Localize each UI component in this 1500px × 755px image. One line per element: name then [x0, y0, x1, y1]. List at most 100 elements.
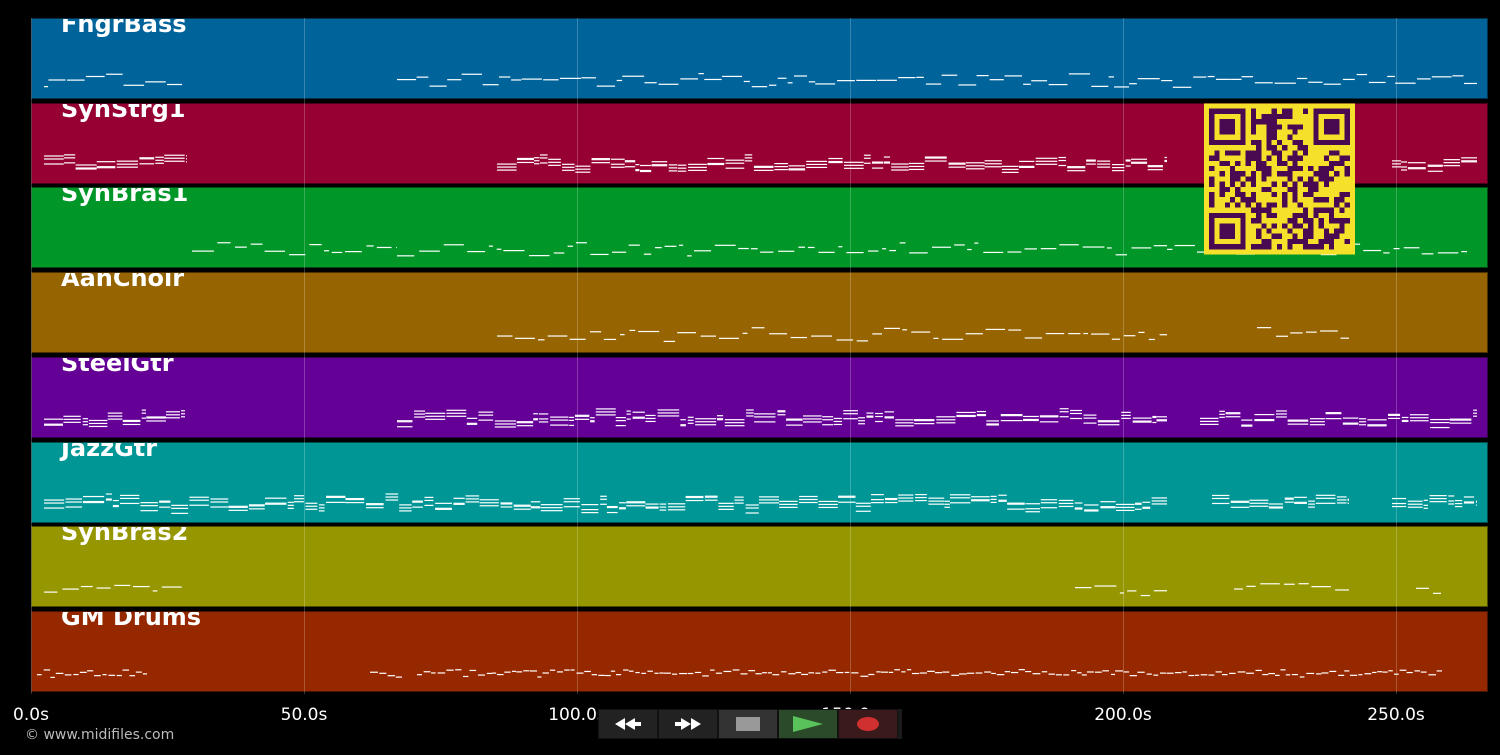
note — [685, 495, 704, 497]
note — [687, 416, 694, 418]
note — [192, 250, 214, 253]
note — [989, 79, 1004, 81]
track-lane: AahChoir — [31, 272, 1488, 354]
note — [908, 165, 925, 167]
note — [958, 84, 977, 86]
note — [725, 162, 745, 164]
note — [446, 412, 467, 414]
note — [397, 420, 413, 423]
note — [482, 84, 499, 86]
note — [695, 417, 717, 420]
note — [976, 413, 987, 415]
note — [494, 420, 516, 422]
note — [534, 162, 540, 165]
note — [744, 156, 753, 159]
note — [1086, 163, 1096, 165]
note — [48, 79, 66, 81]
note — [287, 504, 294, 506]
note — [548, 164, 561, 166]
note — [715, 672, 722, 674]
note — [1134, 508, 1142, 510]
rewind-button[interactable] — [598, 709, 658, 739]
note — [513, 508, 531, 510]
track-name: GM Drums — [61, 610, 202, 631]
note — [1207, 75, 1215, 78]
note — [758, 501, 779, 503]
note — [1461, 160, 1477, 163]
stop-button[interactable] — [718, 709, 778, 739]
note — [387, 674, 396, 677]
note — [1084, 509, 1099, 512]
note — [79, 671, 87, 673]
note — [1074, 501, 1083, 504]
note — [1094, 671, 1102, 673]
track-notes — [44, 73, 1477, 88]
note — [1377, 671, 1383, 673]
note — [414, 410, 426, 412]
note — [619, 501, 626, 503]
note — [1019, 160, 1035, 162]
note — [598, 674, 605, 676]
note — [1153, 674, 1159, 676]
note — [949, 501, 971, 503]
note — [843, 167, 864, 169]
note — [1200, 423, 1219, 425]
note — [425, 415, 446, 417]
note — [1074, 507, 1083, 510]
note — [540, 506, 563, 508]
note — [500, 505, 513, 508]
note — [1058, 499, 1074, 501]
note — [189, 496, 209, 498]
note — [1254, 419, 1275, 421]
note — [914, 418, 935, 421]
note — [1059, 415, 1069, 418]
note — [165, 413, 180, 416]
note — [1427, 170, 1443, 172]
note — [345, 498, 365, 500]
note — [628, 244, 640, 247]
note — [564, 669, 570, 671]
note — [523, 670, 530, 672]
note — [581, 508, 599, 510]
note — [462, 675, 469, 677]
note — [575, 165, 591, 167]
note — [777, 413, 786, 416]
note — [412, 501, 423, 503]
note — [626, 501, 646, 503]
note — [1068, 333, 1081, 335]
note — [114, 585, 131, 587]
note — [915, 496, 927, 498]
note — [629, 329, 636, 332]
note — [1022, 418, 1039, 420]
record-button[interactable] — [838, 709, 898, 739]
note — [1290, 332, 1303, 334]
note — [875, 420, 883, 422]
note — [574, 418, 590, 420]
note — [855, 510, 871, 512]
note — [1121, 417, 1131, 419]
note — [1007, 503, 1025, 505]
note — [141, 412, 147, 414]
note — [990, 501, 997, 503]
note — [1400, 166, 1408, 168]
note — [521, 78, 542, 80]
note — [645, 417, 656, 419]
note — [1111, 338, 1121, 340]
note — [884, 416, 894, 418]
note — [591, 673, 598, 676]
note — [1200, 674, 1208, 676]
note — [1359, 423, 1367, 426]
note — [685, 496, 704, 498]
note — [326, 496, 346, 498]
fast-forward-button[interactable] — [658, 709, 718, 739]
note — [919, 672, 927, 674]
note — [965, 333, 983, 335]
note — [1321, 672, 1329, 674]
note — [1182, 671, 1187, 673]
play-button[interactable] — [778, 709, 838, 739]
track-notes — [44, 583, 1441, 597]
note — [65, 497, 82, 500]
track-lane: FngrBass — [31, 18, 1488, 99]
track-name: SynBras2 — [61, 526, 189, 547]
note — [704, 495, 718, 497]
